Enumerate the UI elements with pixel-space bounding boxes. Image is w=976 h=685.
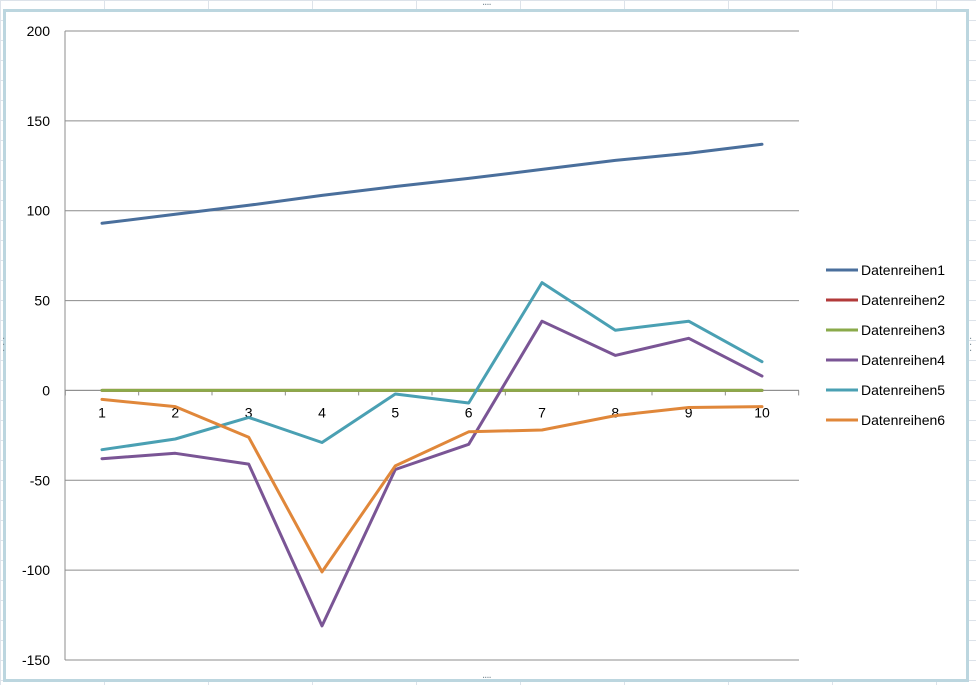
y-tick-label: -50 <box>30 472 50 488</box>
legend-label-2: Datenreihen2 <box>861 292 945 308</box>
legend[interactable]: Datenreihen1 Datenreihen2 Datenreihen3 Date… <box>826 262 945 428</box>
series-line-4[interactable] <box>100 319 764 628</box>
x-tick-label: 5 <box>391 404 399 420</box>
series-line-6[interactable] <box>100 397 764 574</box>
y-tick-label: -100 <box>22 562 50 578</box>
y-tick-label: 100 <box>27 203 51 219</box>
y-tick-label: 0 <box>42 382 50 398</box>
x-tick-label: 7 <box>538 404 546 420</box>
legend-label-6: Datenreihen6 <box>861 412 945 428</box>
resize-handle-right[interactable]: · · · <box>969 334 972 357</box>
x-tick-label: 10 <box>754 404 770 420</box>
legend-label-4: Datenreihen4 <box>861 352 945 368</box>
x-tick-label: 2 <box>171 404 179 420</box>
x-tick-label: 8 <box>611 404 619 420</box>
x-tick-label: 4 <box>318 404 326 420</box>
x-tick-label: 3 <box>245 404 253 420</box>
y-tick-label: 50 <box>34 293 50 309</box>
x-tick-label: 6 <box>465 404 473 420</box>
x-tick-label: 9 <box>685 404 693 420</box>
y-tick-label: -150 <box>22 652 50 668</box>
axes: 200 150 100 50 0 -50 -100 -150 1 2 3 4 5 6 7 8 9 10 <box>22 23 800 668</box>
legend-label-1: Datenreihen1 <box>861 262 945 278</box>
series-line-1[interactable] <box>100 142 764 225</box>
x-tick-label: 1 <box>98 404 106 420</box>
series-line-5[interactable] <box>100 281 764 452</box>
resize-handle-top[interactable]: ···· <box>482 0 492 11</box>
y-tick-label: 150 <box>27 113 51 129</box>
resize-handle-left[interactable]: · · · <box>2 334 5 357</box>
legend-label-5: Datenreihen5 <box>861 382 945 398</box>
resize-handle-bottom[interactable]: ···· <box>482 673 492 684</box>
series-lines <box>100 142 764 628</box>
legend-label-3: Datenreihen3 <box>861 322 945 338</box>
gridlines <box>65 30 799 661</box>
y-tick-label: 200 <box>27 23 51 39</box>
